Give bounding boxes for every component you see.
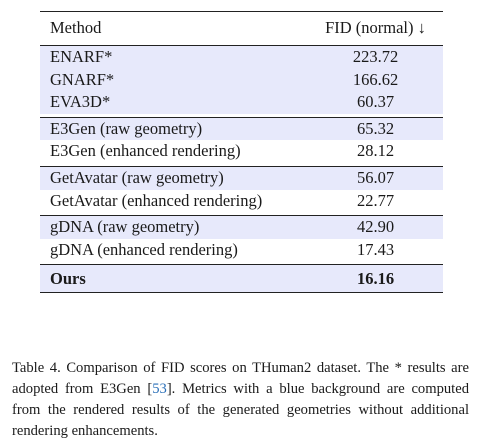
- method-cell: GetAvatar (enhanced rendering): [50, 190, 263, 210]
- paper-page: Method FID (normal) ↓ ENARF* 223.72 GNAR…: [12, 11, 469, 439]
- fid-cell: 17.43: [356, 239, 395, 259]
- table-row: E3Gen (enhanced rendering) 28.12: [40, 140, 443, 163]
- fid-cell: 42.90: [308, 215, 443, 239]
- method-cell: gDNA (enhanced rendering): [50, 239, 238, 259]
- table-row: gDNA (raw geometry) 42.90: [40, 215, 443, 239]
- fid-cell: 166.62: [308, 68, 443, 92]
- table-row: E3Gen (raw geometry) 65.32: [40, 116, 443, 141]
- method-cell: EVA3D*: [40, 91, 308, 114]
- fid-cell-ours: 16.16: [308, 264, 443, 294]
- method-cell: E3Gen (enhanced rendering): [50, 141, 241, 161]
- table-header-row: Method FID (normal) ↓: [40, 11, 443, 46]
- fid-cell: 28.12: [356, 141, 395, 161]
- method-cell: GetAvatar (raw geometry): [40, 165, 308, 190]
- table-caption: Table 4. Comparison of FID scores on THu…: [12, 358, 469, 442]
- caption-text-end: ]. Metrics with a blue background are co…: [12, 380, 469, 439]
- table-row: GNARF* 166.62: [40, 68, 443, 92]
- table-row-ours: Ours 16.16: [40, 264, 443, 294]
- fid-cell: 60.37: [308, 91, 443, 114]
- method-cell: ENARF*: [40, 44, 308, 69]
- table-row: gDNA (enhanced rendering) 17.43: [40, 239, 443, 262]
- table-row: ENARF* 223.72: [40, 44, 443, 69]
- method-cell: E3Gen (raw geometry): [40, 116, 308, 141]
- header-method: Method: [40, 11, 308, 46]
- method-cell-ours: Ours: [40, 264, 308, 294]
- fid-cell: 65.32: [308, 116, 443, 141]
- method-cell: gDNA (raw geometry): [40, 215, 308, 239]
- method-cell: GNARF*: [40, 68, 308, 92]
- fid-cell: 22.77: [356, 190, 395, 210]
- table-row: GetAvatar (enhanced rendering) 22.77: [40, 190, 443, 213]
- table-row: EVA3D* 60.37: [40, 91, 443, 114]
- citation-link[interactable]: 53: [152, 380, 167, 397]
- caption-text-start: Table 4. Comparison of FID scores on THu…: [12, 359, 469, 397]
- table-row: GetAvatar (raw geometry) 56.07: [40, 165, 443, 190]
- fid-comparison-table: Method FID (normal) ↓ ENARF* 223.72 GNAR…: [40, 11, 443, 294]
- fid-cell: 223.72: [308, 44, 443, 69]
- fid-cell: 56.07: [308, 165, 443, 190]
- header-fid: FID (normal) ↓: [308, 11, 443, 46]
